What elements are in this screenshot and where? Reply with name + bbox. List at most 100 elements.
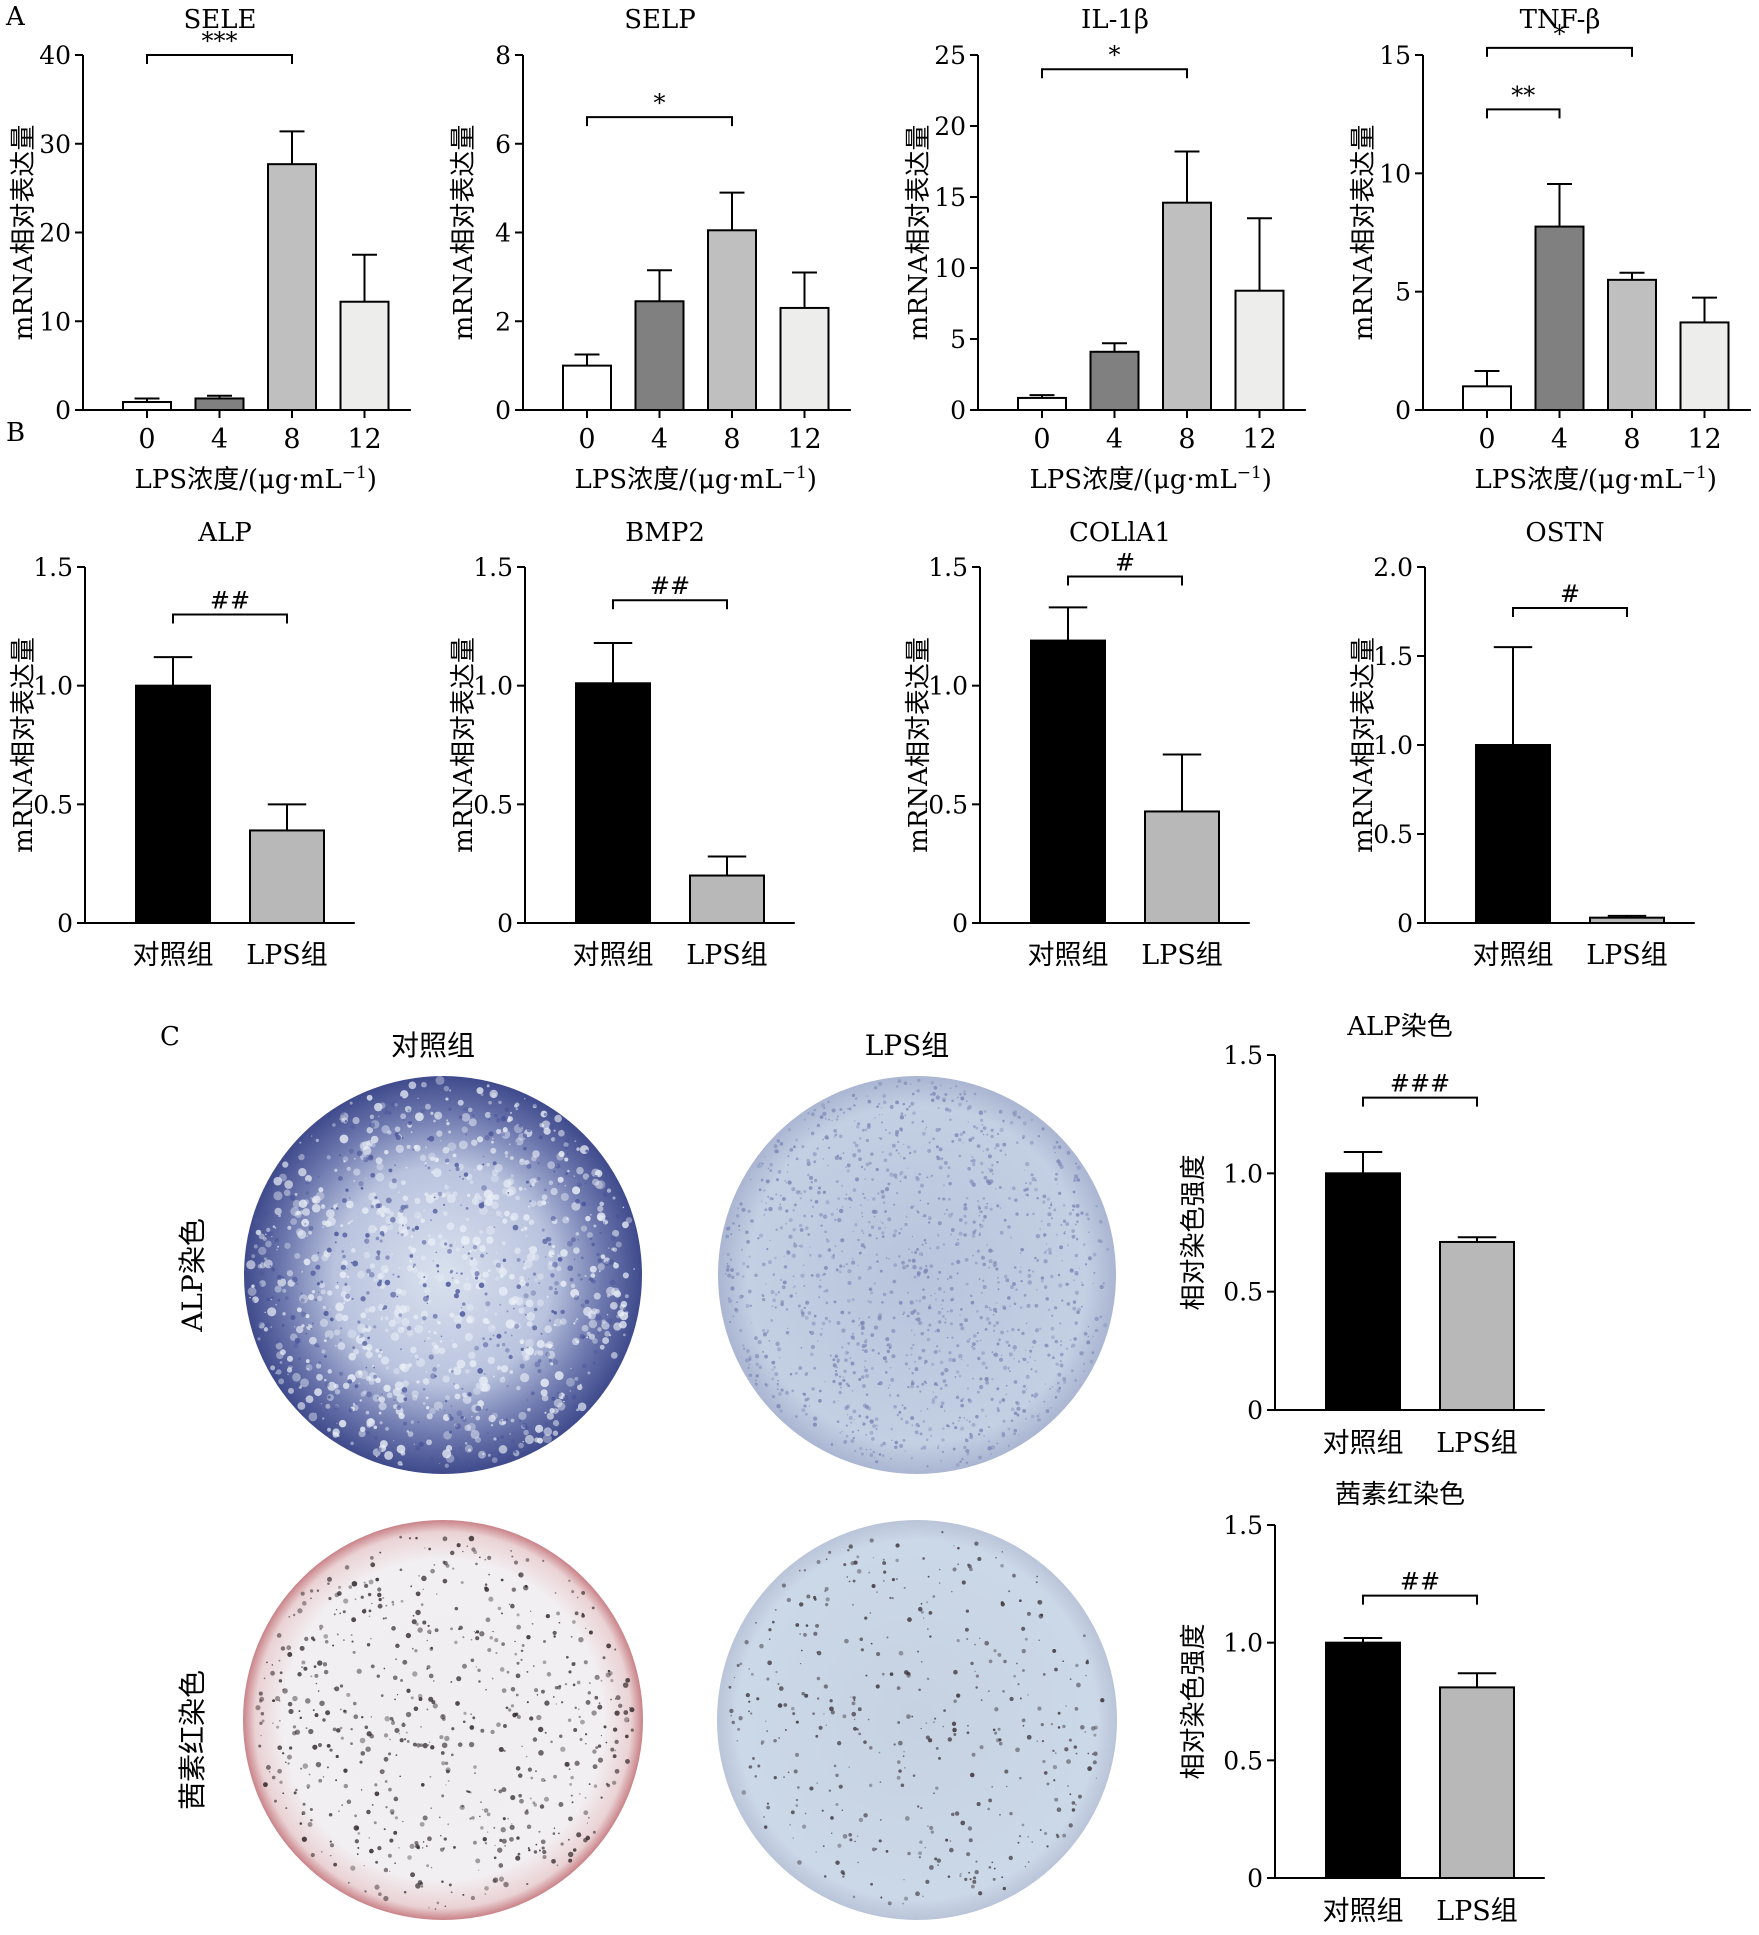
speckle [928, 1216, 932, 1221]
speckle [299, 1716, 303, 1720]
speckle [824, 1135, 829, 1140]
speckle [548, 1242, 552, 1246]
speckle [727, 1273, 732, 1278]
speckle [771, 1197, 774, 1200]
speckle [911, 1715, 914, 1718]
speckle [883, 1570, 887, 1574]
speckle [343, 1160, 346, 1163]
speckle [996, 1387, 1000, 1391]
speckle [729, 1708, 734, 1714]
speckle [302, 1763, 309, 1769]
y-tick-label: 1.0 [1373, 731, 1413, 760]
speckle [400, 1233, 404, 1237]
speckle [1026, 1213, 1029, 1217]
speckle [910, 1101, 915, 1106]
speckle [960, 1820, 966, 1826]
speckle [768, 1628, 772, 1632]
speckle [1086, 1340, 1091, 1345]
speckle [916, 1317, 921, 1322]
speckle [493, 1437, 497, 1441]
speckle [410, 1420, 415, 1424]
speckle [548, 1260, 553, 1266]
speckle [432, 1703, 438, 1709]
bar [1607, 278, 1657, 412]
speckle [866, 1095, 869, 1097]
speckle [599, 1201, 605, 1207]
speckle [298, 1168, 307, 1177]
speckle [274, 1285, 282, 1293]
speckle [258, 1691, 263, 1696]
speckle [978, 1637, 981, 1640]
speckle [1036, 1414, 1040, 1418]
speckle [412, 1614, 415, 1617]
speckle [369, 1154, 374, 1159]
speckle [727, 1298, 733, 1304]
speckle [605, 1741, 608, 1744]
speckle [886, 1349, 890, 1353]
speckle [1074, 1271, 1079, 1276]
speckle [910, 1384, 915, 1389]
speckle [1022, 1384, 1026, 1388]
speckle [754, 1336, 758, 1341]
speckle [1073, 1745, 1078, 1749]
speckle [466, 1193, 471, 1198]
speckle [294, 1192, 298, 1196]
significance-bracket [172, 613, 288, 624]
speckle [998, 1400, 1002, 1404]
speckle [867, 1125, 871, 1129]
speckle [591, 1279, 596, 1284]
speckle [1078, 1794, 1082, 1799]
speckle [501, 1091, 507, 1097]
significance-label: * [1109, 41, 1121, 69]
speckle [860, 1648, 864, 1652]
speckle [882, 1094, 887, 1098]
speckle [1026, 1734, 1032, 1740]
speckle [883, 1158, 888, 1163]
speckle [526, 1321, 533, 1327]
significance-label: ## [1400, 1568, 1440, 1596]
significance-bracket [146, 54, 293, 64]
speckle [415, 1844, 420, 1849]
speckle [339, 1134, 349, 1144]
speckle [451, 1277, 454, 1280]
speckle [529, 1610, 532, 1613]
speckle [897, 1140, 900, 1144]
speckle [504, 1107, 510, 1113]
speckle [973, 1876, 977, 1880]
speckle [856, 1569, 862, 1574]
speckle [846, 1576, 849, 1578]
speckle [1051, 1386, 1054, 1388]
panel-label-a: A [6, 2, 25, 32]
speckle [313, 1665, 317, 1668]
speckle [615, 1228, 618, 1231]
speckle [581, 1363, 587, 1369]
speckle [351, 1580, 358, 1587]
speckle [347, 1379, 353, 1384]
speckle [1037, 1135, 1041, 1138]
y-tick-label: 0.5 [473, 790, 513, 819]
speckle [1009, 1285, 1014, 1290]
speckle [990, 1445, 996, 1450]
speckle [985, 1415, 987, 1417]
x-tick-label: LPS组 [1436, 1896, 1518, 1927]
speckle [942, 1427, 945, 1430]
speckle [410, 1458, 416, 1463]
speckle [502, 1218, 508, 1224]
speckle [564, 1761, 570, 1767]
speckle [865, 1448, 868, 1451]
speckle [385, 1107, 388, 1110]
speckle [1046, 1845, 1049, 1848]
speckle [445, 1158, 450, 1163]
speckle [1062, 1377, 1067, 1382]
speckle [1042, 1194, 1047, 1199]
speckle [551, 1858, 556, 1864]
speckle [560, 1842, 564, 1846]
speckle [477, 1400, 485, 1407]
speckle [968, 1871, 971, 1874]
speckle [559, 1734, 563, 1738]
speckle [288, 1163, 291, 1166]
speckle [409, 1254, 414, 1258]
speckle [327, 1427, 332, 1432]
speckle [450, 1753, 454, 1757]
speckle [410, 1585, 413, 1588]
